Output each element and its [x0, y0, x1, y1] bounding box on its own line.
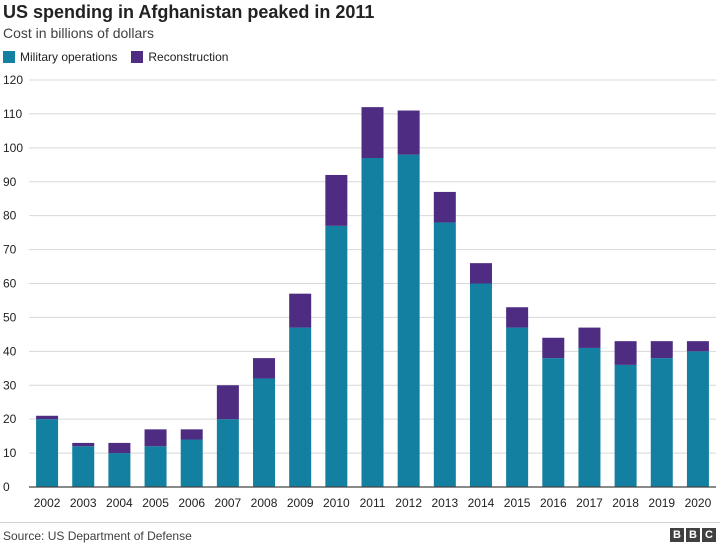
bar-reconstruction-2007: [216, 385, 239, 420]
bbc-logo-letter: C: [702, 528, 716, 542]
bar-military-2003: [72, 446, 95, 487]
bar-reconstruction-2019: [650, 341, 673, 359]
x-tick-label: 2007: [215, 496, 242, 510]
bar-reconstruction-2006: [180, 429, 203, 440]
y-tick-label: 120: [3, 73, 23, 87]
bar-reconstruction-2013: [433, 191, 456, 223]
bar-reconstruction-2003: [72, 442, 95, 447]
source-note: Source: US Department of Defense: [3, 529, 192, 543]
bar-reconstruction-2020: [686, 341, 709, 352]
y-tick-label: 90: [3, 175, 17, 189]
x-tick-label: 2010: [323, 496, 350, 510]
bar-military-2011: [361, 158, 384, 487]
y-tick-label: 40: [3, 344, 17, 358]
y-tick-label: 110: [3, 107, 22, 121]
y-tick-label: 60: [3, 277, 17, 291]
bar-reconstruction-2015: [506, 307, 529, 328]
legend-item-reconstruction: Reconstruction: [131, 50, 228, 64]
y-tick-label: 20: [3, 412, 17, 426]
bar-military-2016: [542, 358, 565, 487]
x-tick-label: 2004: [106, 496, 133, 510]
bar-reconstruction-2009: [289, 293, 312, 328]
bar-military-2010: [325, 225, 348, 487]
bar-reconstruction-2016: [542, 337, 565, 359]
bar-military-2017: [578, 347, 601, 487]
y-tick-label: 70: [3, 243, 17, 257]
x-tick-label: 2002: [34, 496, 61, 510]
bar-chart: 0 10 20 30 40 50 60 70 80 90 100 110 120 2002 2003 2004…: [3, 73, 716, 510]
y-tick-label: 50: [3, 310, 17, 324]
bar-military-2014: [469, 283, 492, 487]
legend-swatch-military: [3, 51, 15, 63]
bar-military-2005: [144, 446, 167, 487]
bbc-logo-letter: B: [686, 528, 700, 542]
chart-subtitle: Cost in billions of dollars: [3, 25, 154, 41]
x-tick-label: 2015: [504, 496, 531, 510]
bar-reconstruction-2010: [325, 174, 348, 226]
legend-swatch-reconstruction: [131, 51, 144, 63]
bar-reconstruction-2005: [144, 429, 167, 447]
x-tick-label: 2019: [648, 496, 675, 510]
bar-military-2013: [433, 222, 456, 487]
bar-military-2012: [397, 154, 420, 487]
bbc-logo-letter: B: [670, 528, 684, 542]
bar-military-2020: [686, 351, 709, 487]
bar-reconstruction-2018: [614, 341, 637, 365]
x-tick-label: 2016: [540, 496, 567, 510]
bar-military-2019: [650, 358, 673, 487]
x-tick-label: 2020: [685, 496, 712, 510]
bar-reconstruction-2004: [108, 442, 131, 454]
bar-reconstruction-2017: [578, 327, 601, 348]
bar-military-2018: [614, 364, 637, 487]
bar-military-2004: [108, 453, 131, 487]
y-tick-label: 80: [3, 209, 17, 223]
x-tick-label: 2013: [431, 496, 458, 510]
x-tick-label: 2006: [178, 496, 205, 510]
legend-label-reconstruction: Reconstruction: [148, 50, 229, 64]
x-tick-label: 2014: [468, 496, 495, 510]
bar-military-2015: [506, 327, 529, 487]
x-tick-label: 2008: [251, 496, 278, 510]
bar-reconstruction-2011: [361, 107, 384, 159]
bbc-logo: B B C: [668, 528, 716, 542]
bar-military-2008: [253, 378, 276, 487]
y-tick-label: 100: [3, 141, 23, 155]
bar-reconstruction-2014: [469, 263, 492, 284]
chart-title: US spending in Afghanistan peaked in 201…: [3, 2, 375, 22]
bar-reconstruction-2008: [253, 358, 276, 379]
y-tick-label: 30: [3, 378, 17, 392]
bar-reconstruction-2002: [36, 415, 59, 420]
x-tick-label: 2009: [287, 496, 314, 510]
bar-military-2006: [180, 439, 203, 487]
x-tick-label: 2005: [142, 496, 169, 510]
footer-divider: [0, 522, 720, 523]
y-tick-label: 10: [3, 446, 17, 460]
legend-item-military: Military operations: [3, 50, 117, 64]
x-tick-label: 2011: [360, 496, 386, 510]
x-tick-label: 2003: [70, 496, 97, 510]
legend-label-military: Military operations: [20, 50, 118, 64]
bar-military-2009: [289, 327, 312, 487]
bar-military-2002: [36, 419, 59, 487]
bar-military-2007: [216, 419, 239, 487]
x-tick-label: 2012: [395, 496, 422, 510]
chart-legend: Military operations Reconstruction: [3, 50, 242, 64]
x-tick-label: 2017: [576, 496, 603, 510]
x-tick-label: 2018: [612, 496, 639, 510]
y-tick-label: 0: [3, 480, 10, 494]
bar-reconstruction-2012: [397, 110, 420, 155]
